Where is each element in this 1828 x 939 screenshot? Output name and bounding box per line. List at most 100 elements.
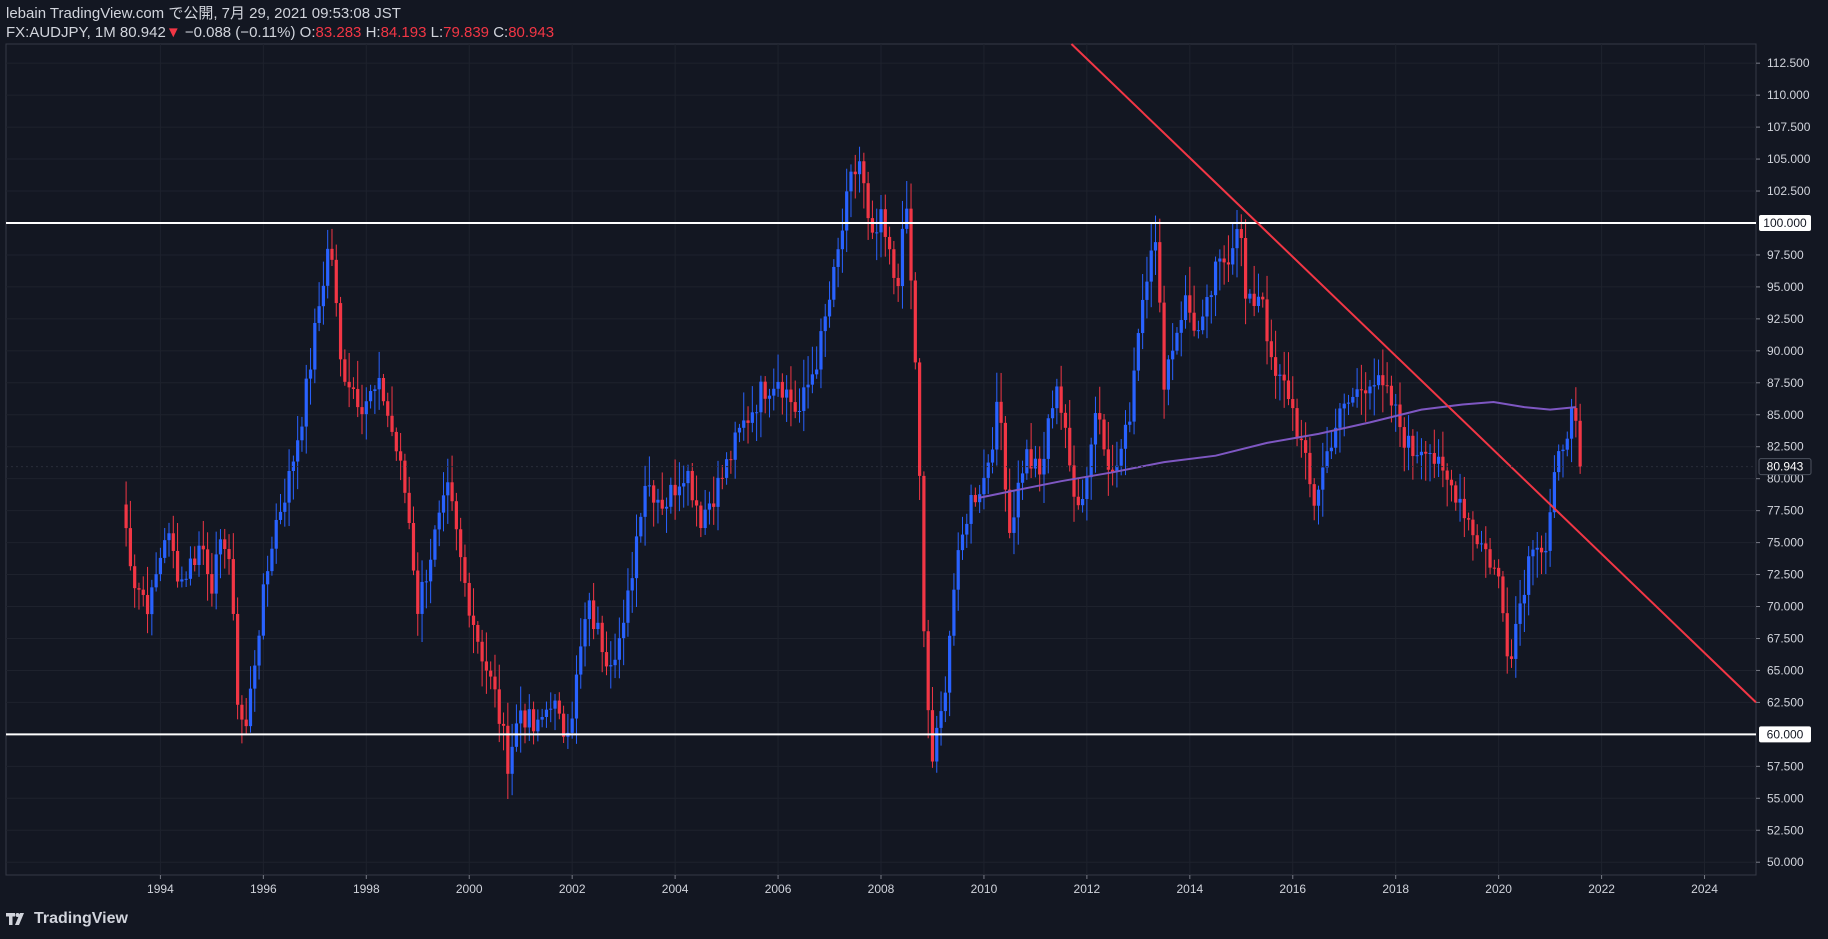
candle-body: [497, 689, 501, 724]
candle-body: [720, 477, 724, 479]
candle-body: [1479, 543, 1484, 545]
candle-body: [1424, 451, 1428, 454]
candle-body: [1243, 237, 1248, 299]
candle-body: [1376, 375, 1381, 386]
y-tick-label: 102.500: [1767, 184, 1811, 198]
candle-body: [1557, 451, 1561, 473]
candle-body: [519, 710, 523, 724]
candle-body: [1531, 549, 1535, 557]
candle-body: [810, 374, 814, 385]
x-tick-label: 2012: [1074, 882, 1101, 896]
candle-body: [433, 529, 437, 560]
candle-body: [210, 574, 214, 594]
candle-body: [999, 401, 1003, 423]
candle-body: [531, 709, 536, 732]
candle-body: [707, 503, 712, 510]
x-tick-label: 1994: [147, 882, 174, 896]
y-tick-label: 67.500: [1767, 631, 1804, 645]
candle-body: [261, 584, 265, 636]
candle-body: [394, 431, 398, 452]
candle-body: [995, 401, 999, 450]
candle-body: [1166, 359, 1170, 390]
high-label: H:: [365, 24, 381, 41]
candle-body: [360, 407, 364, 415]
brand-name: TradingView: [34, 910, 128, 927]
candle-body: [887, 236, 892, 250]
candle-body: [699, 505, 703, 529]
candle-body: [1518, 603, 1522, 624]
candle-body: [240, 704, 244, 720]
candle-body: [1192, 312, 1196, 331]
candle-body: [596, 622, 600, 630]
candle-body: [724, 459, 729, 478]
candle-body: [386, 401, 390, 416]
candle-body: [742, 420, 746, 428]
candle-body: [1012, 517, 1016, 533]
candle-body: [1205, 297, 1209, 317]
candle-body: [1355, 389, 1359, 397]
candle-body: [1080, 498, 1085, 506]
candle-body: [1050, 408, 1055, 419]
candle-body: [600, 622, 604, 653]
candle-body: [574, 674, 579, 719]
candle-body: [296, 440, 300, 462]
candle-body: [137, 588, 141, 590]
candle-body: [171, 533, 175, 551]
candle-body: [343, 359, 347, 382]
candle-body: [1068, 427, 1072, 466]
candle-body: [823, 316, 827, 332]
candle-body: [1226, 262, 1231, 265]
candle-body: [231, 559, 235, 614]
candle-body: [1428, 453, 1432, 455]
candle-body: [1029, 449, 1033, 469]
candle-body: [1359, 389, 1364, 391]
x-tick-label: 1998: [353, 882, 380, 896]
candle-body: [1351, 396, 1355, 403]
y-tick-label: 97.500: [1767, 248, 1804, 262]
candle-body: [1462, 498, 1466, 519]
x-tick-label: 2018: [1382, 882, 1409, 896]
candle-body: [604, 652, 609, 667]
y-tick-label: 77.500: [1767, 504, 1804, 518]
x-tick-label: 2016: [1279, 882, 1306, 896]
candle-body: [836, 249, 840, 267]
candle-body: [694, 500, 699, 506]
candle-body: [849, 171, 853, 192]
candle-body: [403, 460, 407, 493]
candle-body: [1561, 449, 1565, 452]
candle-body: [1213, 261, 1218, 296]
candle-body: [317, 306, 321, 323]
candle-body: [184, 578, 188, 580]
candle-body: [1008, 489, 1012, 533]
candle-body: [1514, 623, 1518, 659]
candle-body: [1312, 484, 1316, 506]
candle-body: [905, 208, 909, 229]
candle-body: [1436, 456, 1441, 464]
candle-body: [789, 389, 793, 403]
y-tick-label: 85.000: [1767, 408, 1804, 422]
candle-body: [1098, 413, 1102, 420]
candle-body: [1003, 422, 1007, 490]
candle-body: [489, 670, 493, 677]
candle-body: [1441, 456, 1445, 471]
candle-body: [549, 708, 553, 710]
close-label: C:: [493, 24, 509, 41]
candle-body: [900, 228, 905, 287]
candle-body: [278, 511, 283, 520]
y-tick-label: 50.000: [1767, 855, 1804, 869]
candle-body: [982, 477, 986, 495]
candle-body: [1128, 421, 1132, 425]
candle-body: [892, 249, 896, 278]
candle-body: [990, 449, 995, 463]
hline-price-label: 100.000: [1763, 216, 1807, 230]
candle-body: [437, 512, 441, 530]
candle-body: [1445, 470, 1449, 480]
ohlc-legend: FX:AUDJPY, 1M 80.942▼ −0.088 (−0.11%) O:…: [6, 23, 554, 42]
x-tick-label: 2000: [456, 882, 483, 896]
candle-body: [1106, 449, 1110, 470]
brand-logo[interactable]: TradingView: [6, 910, 128, 928]
candle-body: [205, 549, 210, 575]
x-tick-label: 2008: [868, 882, 895, 896]
candle-body: [1329, 447, 1333, 452]
